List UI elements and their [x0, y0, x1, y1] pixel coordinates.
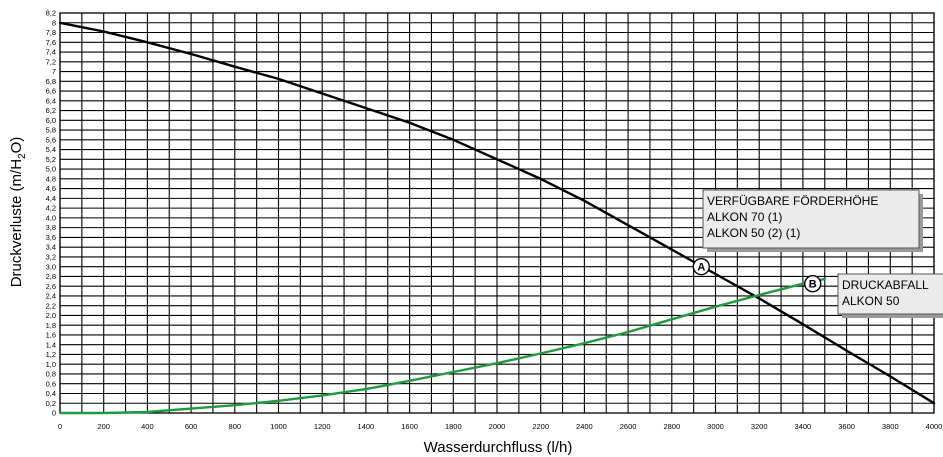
- y-tick-label: 7: [52, 67, 56, 76]
- x-tick-label: 3200: [751, 422, 768, 431]
- plot-frame: [59, 12, 935, 414]
- chart-tick-labels: 00,20,40,60,81,01,21,41,61,82,02,22,42,6…: [46, 9, 943, 431]
- y-axis-title-subscript: 2: [17, 153, 28, 159]
- marker-circle-b: [804, 275, 822, 293]
- x-tick-label: 400: [141, 422, 154, 431]
- marker-label-a: A: [697, 262, 705, 274]
- y-tick-label: 0,4: [46, 389, 56, 398]
- chart-axes: [59, 12, 935, 414]
- x-tick-label: 2800: [663, 422, 680, 431]
- y-tick-label: 2,2: [46, 301, 56, 310]
- y-tick-label: 7,4: [46, 48, 56, 57]
- y-tick-label: 4,2: [46, 204, 56, 213]
- annotation-line: ALKON 50 (2) (1): [707, 226, 800, 240]
- annotation-line: DRUCKABFALL: [842, 278, 929, 292]
- y-tick-label: 1,2: [46, 350, 56, 359]
- y-tick-label: 6,0: [46, 116, 56, 125]
- x-tick-label: 1400: [358, 422, 375, 431]
- series-line-a: [58, 21, 936, 405]
- y-tick-label: 5,8: [46, 126, 56, 135]
- x-tick-label: 3600: [838, 422, 855, 431]
- x-tick-label: 1600: [401, 422, 418, 431]
- y-tick-label: 4,6: [46, 184, 56, 193]
- y-tick-label: 6,8: [46, 77, 56, 86]
- y-tick-label: 6,4: [46, 96, 56, 105]
- x-tick-label: 1800: [445, 422, 462, 431]
- y-tick-label: 0: [52, 409, 56, 418]
- y-tick-label: 0,8: [46, 370, 56, 379]
- y-tick-label: 7,8: [46, 28, 56, 37]
- y-tick-label: 8: [52, 18, 56, 27]
- x-tick-label: 3400: [795, 422, 812, 431]
- y-tick-label: 5,0: [46, 165, 56, 174]
- y-tick-label: 3,4: [46, 243, 56, 252]
- annotation-line: ALKON 50: [842, 294, 900, 308]
- x-tick-label: 4000: [926, 422, 943, 431]
- marker-label-b: B: [809, 279, 817, 291]
- y-tick-label: 4,8: [46, 174, 56, 183]
- y-axis-title-main: Druckverluste (m/H: [8, 159, 25, 287]
- chart-annotations: VERFÜGBARE FÖRDERHÖHE ALKON 70 (1) ALKON 5…: [692, 189, 943, 318]
- y-tick-label: 0,6: [46, 379, 56, 388]
- series-line-b: [58, 277, 826, 415]
- y-tick-label: 3,0: [46, 262, 56, 271]
- y-tick-label: 2,6: [46, 282, 56, 291]
- y-axis-title-end: O): [8, 137, 25, 154]
- x-tick-label: 1200: [314, 422, 331, 431]
- y-tick-label: 8,2: [46, 9, 56, 18]
- y-tick-label: 2,4: [46, 292, 56, 301]
- x-tick-label: 3800: [882, 422, 899, 431]
- x-tick-label: 2400: [576, 422, 593, 431]
- x-tick-label: 800: [229, 422, 242, 431]
- x-tick-label: 200: [97, 422, 110, 431]
- x-tick-label: 2200: [532, 422, 549, 431]
- annotation-box: [702, 189, 920, 249]
- chart-series: [58, 21, 936, 415]
- y-tick-label: 5,6: [46, 135, 56, 144]
- annotation-line: ALKON 70 (1): [707, 210, 782, 224]
- y-tick-label: 0,2: [46, 399, 56, 408]
- x-tick-label: 600: [185, 422, 198, 431]
- y-tick-label: 2,0: [46, 311, 56, 320]
- y-tick-label: 2,8: [46, 272, 56, 281]
- y-tick-label: 4,4: [46, 194, 56, 203]
- y-tick-label: 6,2: [46, 106, 56, 115]
- x-tick-label: 1000: [270, 422, 287, 431]
- annotation-line: VERFÜGBARE FÖRDERHÖHE: [707, 194, 878, 208]
- y-axis-title: Druckverluste (m/H2O): [8, 137, 28, 288]
- y-tick-label: 5,2: [46, 155, 56, 164]
- y-tick-label: 3,2: [46, 253, 56, 262]
- y-tick-label: 3,8: [46, 223, 56, 232]
- x-tick-label: 0: [58, 422, 62, 431]
- x-tick-label: 3000: [707, 422, 724, 431]
- y-tick-label: 1,8: [46, 321, 56, 330]
- y-tick-label: 3,6: [46, 233, 56, 242]
- x-tick-label: 2600: [620, 422, 637, 431]
- x-axis-title: Wasserdurchfluss (l/h): [424, 439, 573, 456]
- y-tick-label: 7,6: [46, 38, 56, 47]
- y-tick-label: 1,4: [46, 340, 56, 349]
- y-tick-label: 4,0: [46, 213, 56, 222]
- y-tick-label: 5,4: [46, 145, 56, 154]
- y-tick-label: 1,0: [46, 360, 56, 369]
- annotation-box: [837, 273, 943, 315]
- y-tick-label: 6,6: [46, 87, 56, 96]
- x-tick-label: 2000: [489, 422, 506, 431]
- y-tick-label: 1,6: [46, 331, 56, 340]
- y-tick-label: 7,2: [46, 57, 56, 66]
- marker-circle-a: [692, 257, 710, 276]
